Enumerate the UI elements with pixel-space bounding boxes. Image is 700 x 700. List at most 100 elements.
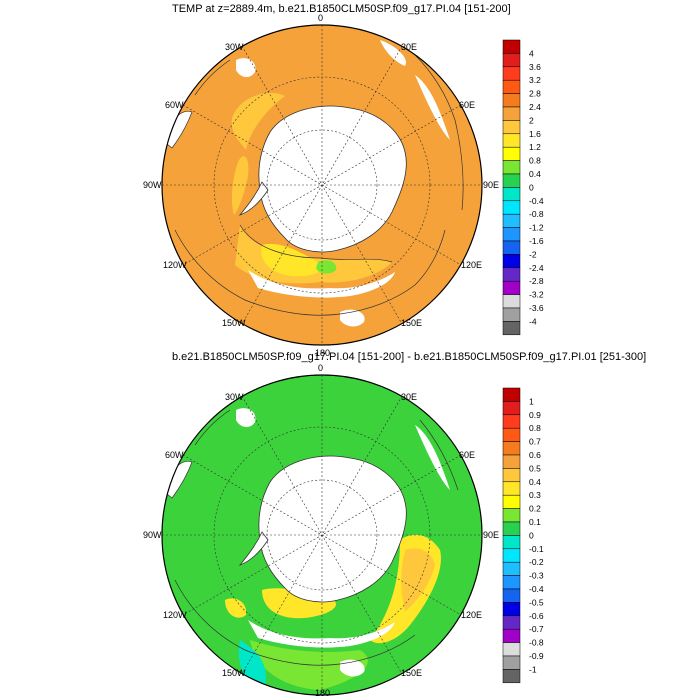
colorbar-label: -0.8 xyxy=(529,209,544,219)
colorbar-label: -1.2 xyxy=(529,223,544,233)
colorbar-label: 0 xyxy=(529,530,534,540)
colorbar-label: 0.1 xyxy=(529,517,541,527)
lon-label-60w: 60W xyxy=(165,450,184,460)
colorbar-swatch xyxy=(502,267,521,282)
colorbar-swatch xyxy=(502,615,521,630)
map-title-bottom: b.e21.B1850CLM50SP.f09_g17.PI.04 [151-20… xyxy=(172,351,647,363)
colorbar-label: -0.2 xyxy=(529,557,544,567)
colorbar-swatch xyxy=(502,575,521,590)
colorbar-swatch xyxy=(502,481,521,496)
colorbar-label: 2.4 xyxy=(529,102,541,112)
colorbar-label: 3.6 xyxy=(529,62,541,72)
lon-label-150w: 150W xyxy=(222,318,246,328)
colorbar-label: -3.2 xyxy=(529,290,544,300)
colorbar-label: -0.5 xyxy=(529,597,544,607)
colorbar-label: 0.3 xyxy=(529,490,541,500)
colorbar-swatch xyxy=(502,441,521,456)
colorbar-label: -0.3 xyxy=(529,571,544,581)
colorbar-label: 0.4 xyxy=(529,477,541,487)
colorbar-swatch xyxy=(502,602,521,617)
colorbar-swatch xyxy=(502,106,521,121)
shelf-white-top-5 xyxy=(340,309,365,327)
colorbar-swatch xyxy=(502,200,521,215)
colorbar-swatch xyxy=(502,414,521,429)
colorbar-label: -0.6 xyxy=(529,611,544,621)
colorbar-label: -0.9 xyxy=(529,651,544,661)
colorbar-swatch xyxy=(502,508,521,523)
colorbar-label: 1 xyxy=(529,396,534,406)
colorbar-label: 0.2 xyxy=(529,504,541,514)
lon-label-90e: 90E xyxy=(483,530,499,540)
graticule-bottom xyxy=(162,375,482,695)
colorbar-swatch xyxy=(502,401,521,416)
colorbar-swatch xyxy=(502,521,521,536)
contour-line-bottom-2 xyxy=(194,409,459,491)
colorbar-label: 0.4 xyxy=(529,169,541,179)
colorbar-swatch xyxy=(502,146,521,161)
shelf-white-bottom-3 xyxy=(415,425,450,490)
shelf-white-bottom-1 xyxy=(248,620,395,648)
lon-label-30e: 30E xyxy=(401,42,417,52)
lon-label-90w: 90W xyxy=(143,180,162,190)
lon-label-60e: 60E xyxy=(459,450,475,460)
colorbar-label: 0.8 xyxy=(529,156,541,166)
colorbar-label: -1 xyxy=(529,664,537,674)
polar-map-bottom: 0 30E 60E 90E 120E 150E 180 150W 120W 90… xyxy=(143,363,544,698)
colorbar-swatch xyxy=(502,133,521,148)
colorbar-swatch xyxy=(502,160,521,175)
contour-line-bottom-1 xyxy=(174,579,416,666)
colorbar-swatch xyxy=(502,468,521,483)
lon-label-180: 180 xyxy=(315,688,330,698)
lon-labels-bottom: 0 30E 60E 90E 120E 150E 180 150W 120W 90… xyxy=(143,363,499,698)
colorbar-label: 2 xyxy=(529,115,534,125)
colorbar-label: 1.6 xyxy=(529,129,541,139)
colorbar-label: 0.7 xyxy=(529,437,541,447)
lon-label-150e: 150E xyxy=(401,668,422,678)
colorbar-label: 0.5 xyxy=(529,463,541,473)
colorbar-label: -2.4 xyxy=(529,263,544,273)
colorbar-swatch xyxy=(502,655,521,670)
lon-label-0: 0 xyxy=(318,13,323,23)
colorbar-swatch xyxy=(502,669,521,684)
lon-label-60w: 60W xyxy=(165,100,184,110)
map-boundary-bottom xyxy=(161,374,483,696)
colorbar-swatch xyxy=(502,454,521,469)
lon-label-30w: 30W xyxy=(225,42,244,52)
colorbar-swatch xyxy=(502,561,521,576)
field-patch-green xyxy=(316,260,337,274)
colorbar-swatch xyxy=(502,321,521,336)
lon-labels-top: 0 30E 60E 90E 120E 150E 180 150W 120W 90… xyxy=(143,13,499,358)
colorbar-swatch xyxy=(502,387,521,402)
colorbar-label: -0.4 xyxy=(529,584,544,594)
colorbar-top: 4 3.6 3.2 2.8 2.4 2 1.6 1.2 0.8 0.4 0 -0.4 -0.8 -1.2 -… xyxy=(502,39,544,336)
colorbar-swatch xyxy=(502,628,521,643)
shelf-white-top-1 xyxy=(248,270,395,298)
colorbar-label: 0.8 xyxy=(529,423,541,433)
map-boundary-top xyxy=(161,24,483,346)
colorbar-label: 0.9 xyxy=(529,410,541,420)
colorbar-swatch xyxy=(502,120,521,135)
colorbar-swatch xyxy=(502,548,521,563)
lon-label-60e: 60E xyxy=(459,100,475,110)
lon-label-120e: 120E xyxy=(461,260,482,270)
contour-line-top-2 xyxy=(194,54,464,211)
colorbar-label: 4 xyxy=(529,48,534,58)
colorbar-swatch xyxy=(502,494,521,509)
colorbar-swatch xyxy=(502,307,521,322)
field-patch-bottom-gold xyxy=(401,548,435,612)
colorbar-swatch xyxy=(502,66,521,81)
lon-label-30e: 30E xyxy=(401,392,417,402)
colorbar-swatch xyxy=(502,173,521,188)
colorbar-label: 3.2 xyxy=(529,75,541,85)
peninsula-top xyxy=(238,181,269,216)
colorbar-swatch xyxy=(502,294,521,309)
field-patch-bottom-yellow-3 xyxy=(225,598,247,618)
colorbar-swatch xyxy=(502,93,521,108)
colorbar-label: -2.8 xyxy=(529,276,544,286)
colorbar-swatch xyxy=(502,280,521,295)
lon-label-30w: 30W xyxy=(225,392,244,402)
colorbar-swatch xyxy=(502,240,521,255)
graticule-top xyxy=(162,25,482,345)
colorbar-bottom: 1 0.9 0.8 0.7 0.6 0.5 0.4 0.3 0.2 0.1 0 -0.1 -0.2 -0.… xyxy=(502,387,544,684)
